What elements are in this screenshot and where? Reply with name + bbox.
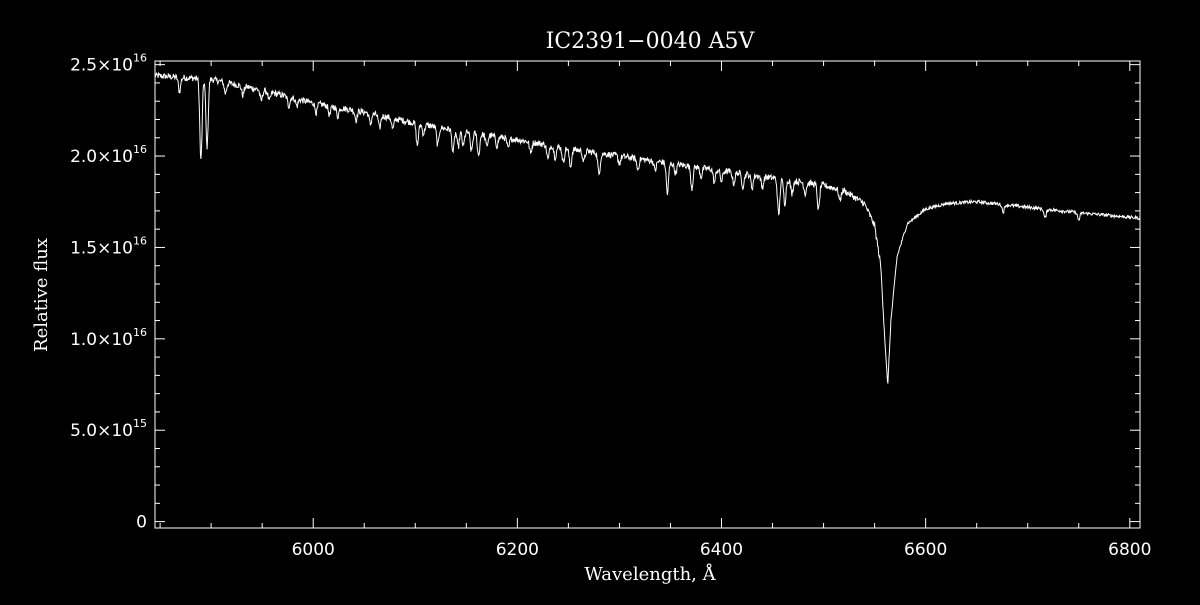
- y-tick-mantissa: 2.5×10: [70, 56, 133, 76]
- y-tick-mantissa: 5.0×10: [70, 421, 133, 441]
- y-tick-exponent: 16: [133, 52, 147, 65]
- y-tick-exponent: 16: [133, 326, 147, 339]
- x-axis-ticks: 6000 6200 6400 6600 6800: [159, 61, 1151, 560]
- y-tick-label: 2.5×1016: [70, 52, 147, 76]
- x-tick-label: 6000: [292, 540, 335, 560]
- plot-frame: [154, 60, 1141, 529]
- y-tick-label: 5.0×1015: [70, 417, 147, 441]
- x-tick-label: 6400: [700, 540, 743, 560]
- y-tick-label: 0: [136, 513, 147, 533]
- y-tick-exponent: 15: [133, 417, 147, 430]
- y-tick-mantissa: 0: [136, 513, 147, 533]
- y-tick-label: 1.0×1016: [70, 326, 147, 350]
- y-tick-exponent: 16: [133, 143, 147, 156]
- x-tick-label: 6600: [904, 540, 947, 560]
- x-tick-label: 6800: [1108, 540, 1151, 560]
- spectrum-line: [154, 71, 1141, 384]
- y-axis-label: Relative flux: [31, 238, 52, 352]
- y-axis-ticks: 05.0×10151.0×10161.5×10162.0×10162.5×101…: [70, 52, 1140, 533]
- y-tick-mantissa: 1.0×10: [70, 330, 133, 350]
- x-tick-label: 6200: [496, 540, 539, 560]
- x-axis-label: Wavelength, Å: [584, 563, 716, 585]
- chart-title: IC2391−0040 A5V: [546, 29, 756, 54]
- y-tick-mantissa: 1.5×10: [70, 238, 133, 258]
- y-tick-mantissa: 2.0×10: [70, 147, 133, 167]
- y-tick-label: 2.0×1016: [70, 143, 147, 167]
- y-tick-label: 1.5×1016: [70, 234, 147, 258]
- y-tick-exponent: 16: [133, 234, 147, 247]
